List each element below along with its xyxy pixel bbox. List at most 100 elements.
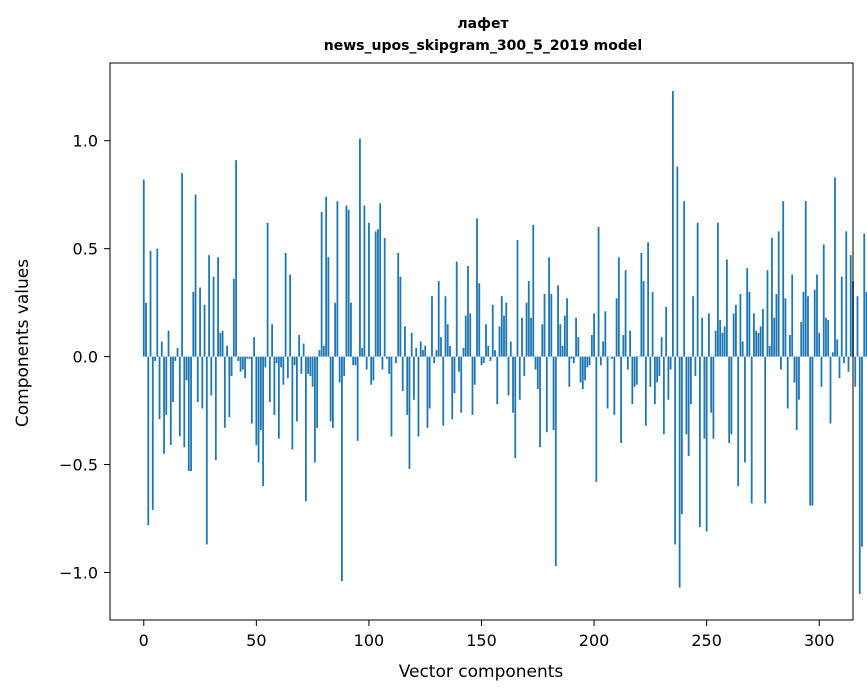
bar-189 xyxy=(568,356,571,387)
bar-318 xyxy=(858,356,861,595)
bar-18 xyxy=(183,356,186,448)
bar-79 xyxy=(320,211,323,357)
bar-115 xyxy=(401,356,404,392)
bar-14 xyxy=(174,356,177,361)
bar-210 xyxy=(615,298,618,357)
bar-204 xyxy=(602,341,604,357)
bar-123 xyxy=(419,341,422,357)
bar-92 xyxy=(350,302,352,357)
bar-205 xyxy=(604,311,607,357)
bar-3 xyxy=(149,250,152,357)
bar-37 xyxy=(226,345,228,357)
x-tick-label: 200 xyxy=(579,631,610,650)
bar-226 xyxy=(651,291,654,357)
bar-309 xyxy=(838,356,841,379)
bar-88 xyxy=(341,356,343,582)
bar-93 xyxy=(352,356,355,366)
bar-228 xyxy=(656,356,659,383)
bar-146 xyxy=(471,356,474,415)
bar-246 xyxy=(696,222,699,357)
bar-150 xyxy=(480,356,483,366)
bar-169 xyxy=(523,356,526,377)
bar-112 xyxy=(395,356,397,364)
x-tick-label: 150 xyxy=(466,631,497,650)
bar-168 xyxy=(521,317,523,357)
bar-288 xyxy=(791,274,794,357)
bar-178 xyxy=(543,294,546,357)
x-axis-ticks: 0 50 100 150 200 250 300 xyxy=(139,620,835,650)
bar-16 xyxy=(178,356,181,437)
bar-26 xyxy=(201,356,204,409)
bar-277 xyxy=(766,270,769,357)
bar-63 xyxy=(284,252,287,357)
bar-219 xyxy=(635,356,638,385)
bar-60 xyxy=(277,356,280,439)
bar-141 xyxy=(460,356,463,413)
bar-303 xyxy=(825,317,827,357)
bar-258 xyxy=(723,326,726,357)
bar-118 xyxy=(408,356,411,469)
bar-234 xyxy=(669,356,672,370)
y-tick-label: 0.5 xyxy=(73,240,98,259)
bar-108 xyxy=(386,356,388,359)
bar-242 xyxy=(687,356,690,456)
bar-181 xyxy=(550,294,553,357)
bar-311 xyxy=(843,356,845,364)
bar-105 xyxy=(379,203,382,357)
bar-287 xyxy=(789,335,791,357)
bar-170 xyxy=(525,302,528,357)
bar-247 xyxy=(699,356,701,528)
bar-68 xyxy=(295,356,298,422)
bar-193 xyxy=(577,337,580,357)
bar-142 xyxy=(462,347,465,357)
bar-69 xyxy=(298,335,301,357)
bar-284 xyxy=(782,201,785,357)
bar-251 xyxy=(708,313,710,357)
bar-114 xyxy=(399,276,402,357)
bar-71 xyxy=(302,343,305,357)
bar-11 xyxy=(167,330,170,357)
bar-308 xyxy=(836,339,839,357)
bar-137 xyxy=(451,356,454,420)
chart-title: лафет xyxy=(457,16,509,32)
bar-229 xyxy=(658,356,661,377)
bar-268 xyxy=(746,268,749,357)
bar-164 xyxy=(512,356,514,413)
bar-2 xyxy=(147,356,150,526)
bar-237 xyxy=(676,166,679,357)
bar-244 xyxy=(692,296,695,357)
bar-25 xyxy=(199,287,201,357)
bar-139 xyxy=(455,261,458,357)
bar-0 xyxy=(142,179,145,357)
bar-24 xyxy=(196,356,199,402)
bar-265 xyxy=(739,294,742,357)
bar-280 xyxy=(773,317,776,357)
bar-21 xyxy=(190,356,192,472)
bar-259 xyxy=(726,259,728,357)
bar-46 xyxy=(246,356,249,359)
bar-82 xyxy=(327,257,330,357)
bar-208 xyxy=(611,356,613,359)
bar-252 xyxy=(710,356,713,413)
bar-220 xyxy=(638,356,641,358)
bar-31 xyxy=(212,276,215,357)
bar-256 xyxy=(719,319,722,357)
bar-4 xyxy=(151,356,154,510)
bar-321 xyxy=(865,291,867,357)
bar-194 xyxy=(579,356,582,383)
bar-85 xyxy=(334,302,337,357)
bar-158 xyxy=(498,326,501,357)
bar-232 xyxy=(665,306,668,357)
bar-171 xyxy=(527,281,530,357)
bar-122 xyxy=(417,356,420,437)
bar-23 xyxy=(194,194,197,357)
bar-19 xyxy=(185,356,188,381)
bar-292 xyxy=(800,322,803,357)
bar-152 xyxy=(485,324,487,357)
bar-166 xyxy=(516,240,519,357)
bar-76 xyxy=(313,356,316,463)
bar-47 xyxy=(248,356,251,359)
chart-subtitle: news_upos_skipgram_300_5_2019 model xyxy=(324,38,642,54)
bar-96 xyxy=(359,138,361,357)
